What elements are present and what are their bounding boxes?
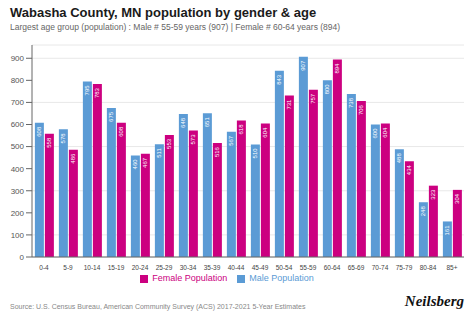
svg-text:511: 511 xyxy=(156,148,162,158)
svg-text:738: 738 xyxy=(348,97,354,108)
svg-text:85+: 85+ xyxy=(446,264,457,271)
svg-text:50-54: 50-54 xyxy=(276,264,293,271)
svg-text:70-74: 70-74 xyxy=(372,264,389,271)
svg-text:40-44: 40-44 xyxy=(228,264,245,271)
svg-text:55-59: 55-59 xyxy=(300,264,317,271)
svg-text:600: 600 xyxy=(11,120,25,129)
svg-text:486: 486 xyxy=(70,153,76,164)
svg-text:648: 648 xyxy=(180,117,186,128)
svg-text:15-19: 15-19 xyxy=(108,264,125,271)
svg-text:706: 706 xyxy=(358,104,364,115)
svg-text:516: 516 xyxy=(214,146,220,157)
svg-text:573: 573 xyxy=(190,134,196,145)
svg-text:500: 500 xyxy=(11,142,25,151)
svg-text:783: 783 xyxy=(94,87,100,98)
html-text:Male Population: Male Population xyxy=(249,273,314,283)
svg-text:10-14: 10-14 xyxy=(84,264,101,271)
svg-text:460: 460 xyxy=(132,159,138,170)
svg-text:608: 608 xyxy=(36,126,42,137)
html-text:Largest age group (population): Largest age group (population) : Male # … xyxy=(10,22,341,32)
svg-text:100: 100 xyxy=(11,231,25,240)
svg-text:894: 894 xyxy=(334,63,340,74)
svg-text:323: 323 xyxy=(430,189,436,200)
svg-text:65-69: 65-69 xyxy=(348,264,365,271)
html-text:Wabasha County, MN population: Wabasha County, MN population by gender … xyxy=(10,5,317,20)
svg-text:248: 248 xyxy=(420,206,426,217)
html-text:Neilsberg: Neilsberg xyxy=(404,293,464,309)
svg-text:60-64: 60-64 xyxy=(324,264,341,271)
svg-text:35-39: 35-39 xyxy=(204,264,221,271)
svg-text:800: 800 xyxy=(324,84,330,95)
svg-text:0-4: 0-4 xyxy=(39,264,49,271)
svg-text:304: 304 xyxy=(454,193,460,204)
svg-text:795: 795 xyxy=(84,85,90,96)
svg-text:567: 567 xyxy=(228,135,234,146)
svg-text:75-79: 75-79 xyxy=(396,264,413,271)
svg-text:757: 757 xyxy=(310,93,316,104)
svg-text:700: 700 xyxy=(11,98,25,107)
svg-text:600: 600 xyxy=(372,128,378,139)
svg-text:604: 604 xyxy=(382,127,388,138)
svg-text:25-29: 25-29 xyxy=(156,264,173,271)
html-text:Source: U.S. Census Bureau, Am: Source: U.S. Census Bureau, American Com… xyxy=(10,303,306,310)
svg-text:200: 200 xyxy=(11,209,25,218)
svg-text:618: 618 xyxy=(238,124,244,135)
svg-text:558: 558 xyxy=(46,137,52,148)
svg-text:161: 161 xyxy=(444,225,450,236)
svg-text:45-49: 45-49 xyxy=(252,264,269,271)
svg-text:907: 907 xyxy=(300,60,306,71)
svg-text:20-24: 20-24 xyxy=(132,264,149,271)
svg-text:800: 800 xyxy=(11,76,25,85)
svg-text:434: 434 xyxy=(406,165,412,176)
svg-text:5-9: 5-9 xyxy=(63,264,73,271)
svg-text:608: 608 xyxy=(118,126,124,137)
svg-text:510: 510 xyxy=(252,148,258,159)
svg-text:651: 651 xyxy=(204,117,210,128)
svg-text:604: 604 xyxy=(262,127,268,138)
html-text:Female Population: Female Population xyxy=(152,273,228,283)
svg-text:0: 0 xyxy=(20,253,25,262)
svg-text:553: 553 xyxy=(166,138,172,149)
svg-text:467: 467 xyxy=(142,157,148,168)
svg-text:400: 400 xyxy=(11,165,25,174)
svg-text:30-34: 30-34 xyxy=(180,264,197,271)
svg-text:578: 578 xyxy=(60,133,66,144)
svg-text:80-84: 80-84 xyxy=(420,264,437,271)
svg-text:300: 300 xyxy=(11,187,25,196)
svg-text:731: 731 xyxy=(286,99,292,110)
svg-text:900: 900 xyxy=(11,54,25,63)
svg-text:843: 843 xyxy=(276,74,282,85)
svg-text:675: 675 xyxy=(108,111,114,122)
svg-text:488: 488 xyxy=(396,153,402,164)
